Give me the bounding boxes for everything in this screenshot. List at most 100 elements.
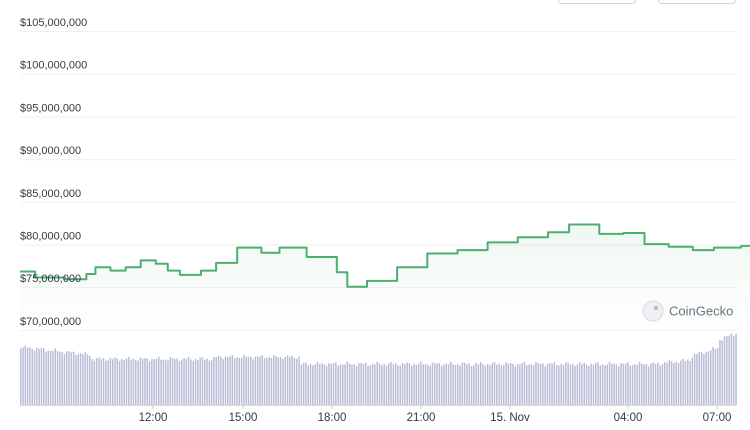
- volume-bar: [516, 363, 519, 405]
- volume-bar: [595, 362, 597, 405]
- volume-bar: [599, 365, 602, 405]
- volume-bar: [204, 359, 206, 405]
- volume-bar: [273, 355, 275, 405]
- volume-bar: [535, 362, 537, 405]
- volume-bar: [151, 359, 153, 405]
- volume-bar: [634, 364, 636, 405]
- volume-bar: [601, 364, 604, 405]
- volume-bar: [270, 358, 273, 405]
- volume-bar: [314, 364, 316, 405]
- volume-bar: [581, 364, 583, 405]
- volume-bar: [636, 364, 638, 405]
- volume-bar: [302, 362, 305, 405]
- volume-bar: [233, 358, 236, 405]
- volume-bar: [33, 350, 36, 405]
- volume-bar: [162, 359, 165, 405]
- volume-bar: [77, 354, 79, 405]
- volume-bar: [328, 363, 330, 405]
- volume-bar: [500, 365, 503, 405]
- volume-bar: [682, 358, 684, 405]
- volume-bar: [20, 348, 22, 405]
- volume-bar: [86, 354, 89, 405]
- volume-bar: [401, 362, 404, 405]
- volume-bar: [355, 366, 358, 405]
- volume-bar: [167, 360, 169, 405]
- volume-bar: [650, 363, 652, 405]
- volume-bar: [572, 363, 574, 405]
- volume-bar: [365, 362, 367, 405]
- volume-bar: [250, 356, 252, 405]
- volume-bar: [675, 361, 677, 405]
- volume-bar: [723, 336, 726, 405]
- volume-bar: [109, 357, 112, 405]
- volume-bar: [59, 351, 61, 405]
- volume-bar: [132, 358, 135, 405]
- volume-bar: [493, 362, 496, 405]
- volume-bar: [420, 361, 422, 405]
- volume-bar: [551, 363, 553, 405]
- volume-bar: [367, 365, 369, 405]
- volume-bar: [348, 363, 351, 405]
- volume-bar: [178, 361, 181, 405]
- volume-bar: [141, 358, 144, 405]
- volume-bar: [75, 355, 77, 405]
- volume-bar: [362, 363, 365, 405]
- volume-bar: [496, 364, 498, 405]
- volume-bar: [24, 345, 27, 405]
- volume-bar: [107, 360, 109, 405]
- volume-bar: [394, 363, 397, 405]
- volume-bar: [592, 364, 595, 405]
- volume-bar: [286, 355, 289, 405]
- volume-bar: [576, 364, 579, 405]
- volume-bar: [252, 359, 254, 405]
- x-tick-label: 15:00: [229, 412, 258, 424]
- volume-bar: [726, 336, 728, 405]
- volume-bar: [473, 364, 475, 405]
- volume-bar: [422, 364, 424, 405]
- x-tick-label: 07:00: [703, 412, 732, 424]
- gecko-logo-icon: [642, 300, 664, 322]
- volume-bar: [135, 360, 137, 405]
- volume-bar: [263, 358, 266, 405]
- volume-bar: [335, 362, 337, 405]
- x-tick-label: 18:00: [318, 412, 347, 424]
- volume-bar: [217, 355, 220, 405]
- volume-bar: [689, 361, 691, 405]
- volume-bar: [728, 335, 730, 405]
- volume-bar: [705, 351, 707, 405]
- volume-bar: [176, 358, 178, 405]
- volume-bar: [155, 358, 158, 405]
- volume-bar: [447, 364, 450, 405]
- volume-bar: [544, 366, 546, 405]
- volume-bar: [542, 363, 544, 405]
- volume-bar: [484, 365, 487, 405]
- volume-bar: [105, 360, 107, 405]
- volume-bar: [703, 354, 705, 405]
- volume-bar: [247, 356, 250, 405]
- volume-bar: [116, 358, 119, 405]
- volume-bar: [236, 357, 238, 405]
- volume-bar: [137, 360, 139, 405]
- volume-bar: [54, 348, 56, 405]
- volume-bar: [461, 362, 464, 405]
- volume-bar: [716, 348, 719, 405]
- volume-bar: [489, 365, 491, 405]
- y-tick-label: $100,000,000: [20, 60, 87, 72]
- volume-bar: [66, 351, 68, 405]
- volume-bar: [643, 364, 645, 405]
- volume-bar: [215, 356, 217, 405]
- volume-bar: [40, 348, 43, 405]
- volume-bar: [560, 364, 562, 405]
- volume-bar: [480, 362, 482, 405]
- volume-bar: [160, 359, 162, 405]
- volume-bar: [231, 355, 234, 405]
- volume-bar: [61, 351, 63, 405]
- volume-bar: [254, 356, 257, 405]
- volume-bar: [261, 355, 263, 405]
- volume-bar: [562, 365, 565, 405]
- volume-bar: [390, 362, 392, 405]
- volume-bar: [611, 363, 613, 405]
- volume-bar: [256, 356, 259, 405]
- volume-bar: [43, 348, 45, 405]
- volume-bar: [463, 362, 466, 405]
